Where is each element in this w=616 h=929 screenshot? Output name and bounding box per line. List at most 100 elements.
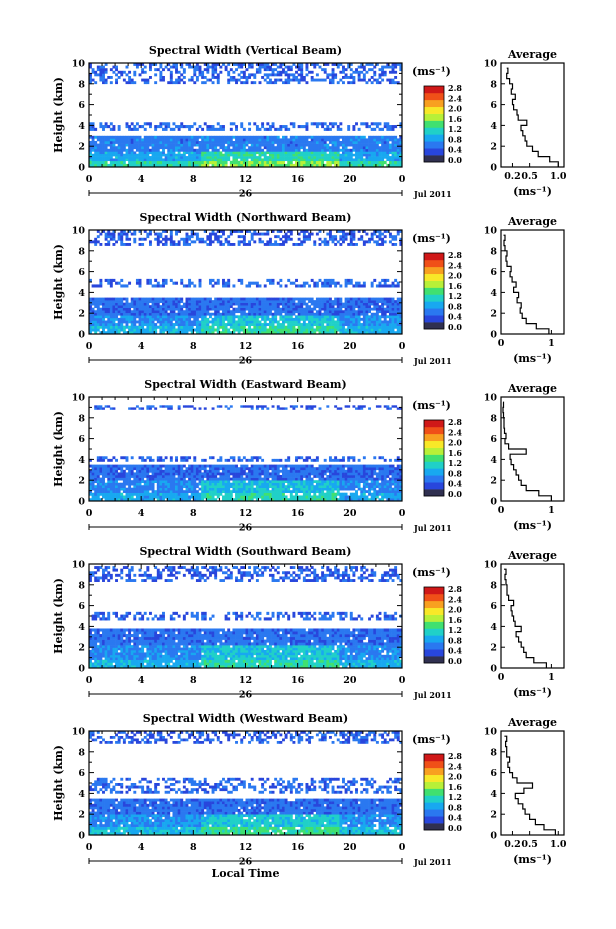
heatmap-cell <box>216 151 220 155</box>
heatmap-cell <box>104 482 108 486</box>
heatmap-cell <box>347 305 351 309</box>
heatmap-cell <box>279 310 283 314</box>
heatmap-cell <box>235 323 238 326</box>
heatmap-cell <box>109 232 113 236</box>
heatmap-cell <box>302 281 306 285</box>
heatmap-cell <box>388 323 392 326</box>
heatmap-cell <box>198 310 202 314</box>
heatmap-cell <box>381 138 385 142</box>
heatmap-cell <box>248 122 252 126</box>
heatmap-cell <box>263 320 267 324</box>
heatmap-cell <box>154 127 158 131</box>
heatmap-cell <box>255 163 259 168</box>
heatmap-cell <box>227 305 231 309</box>
heatmap-cell <box>198 146 202 150</box>
heatmap-cell <box>222 153 225 157</box>
heatmap-cell <box>383 302 387 306</box>
heatmap-cell <box>141 163 145 168</box>
heatmap-cell <box>206 151 210 155</box>
heatmap-cell <box>177 160 181 165</box>
colorbar-tick-label: 2.8 <box>448 250 462 260</box>
heatmap-cell <box>208 78 212 82</box>
heatmap-cell <box>321 160 325 165</box>
heatmap-cell <box>143 160 147 165</box>
heatmap-cell <box>268 81 272 85</box>
heatmap-cell <box>102 307 105 311</box>
heatmap-cell <box>164 146 168 150</box>
heatmap-cell <box>258 143 262 147</box>
heatmap-cell <box>292 158 296 162</box>
heatmap-cell <box>399 492 403 496</box>
heatmap-cell <box>268 320 272 324</box>
heatmap-cell <box>263 302 267 306</box>
heatmap-cell <box>240 163 244 168</box>
heatmap-cell <box>138 278 142 282</box>
heatmap-cell <box>159 122 163 126</box>
heatmap-cell <box>261 492 265 496</box>
heatmap-cell <box>328 163 332 168</box>
heatmap-cell <box>172 151 176 155</box>
heatmap-cell <box>276 300 280 303</box>
heatmap-cell <box>96 297 100 301</box>
heatmap-cell <box>328 138 332 142</box>
heatmap-cell <box>399 240 403 244</box>
heatmap-cell <box>349 68 353 72</box>
heatmap-cell <box>323 331 327 335</box>
heatmap-cell <box>240 492 244 496</box>
heatmap-cell <box>162 78 165 82</box>
heatmap-cell <box>112 278 116 282</box>
heatmap-cell <box>394 148 398 152</box>
heatmap-cell <box>355 143 358 147</box>
heatmap-cell <box>331 328 335 332</box>
heatmap-cell <box>94 490 98 493</box>
heatmap-cell <box>193 490 197 493</box>
heatmap-cell <box>334 325 338 329</box>
heatmap-cell <box>148 148 152 152</box>
heatmap-cell <box>310 143 314 147</box>
heatmap-cell <box>164 122 168 126</box>
heatmap-cell <box>274 310 278 314</box>
heatmap-cell <box>117 156 121 159</box>
heatmap-cell <box>347 135 351 139</box>
heatmap-cell <box>284 302 288 306</box>
heatmap-cell <box>355 315 358 319</box>
heatmap-cell <box>357 328 361 332</box>
heatmap-cell <box>237 135 241 139</box>
heatmap-cell <box>300 317 304 321</box>
heatmap-cell <box>156 320 160 324</box>
heatmap-cell <box>216 310 220 314</box>
heatmap-cell <box>310 232 314 236</box>
heatmap-cell <box>368 302 371 306</box>
heatmap-cell <box>339 498 343 502</box>
heatmap-cell <box>349 141 353 144</box>
heatmap-cell <box>282 148 285 152</box>
heatmap-cell <box>292 146 296 150</box>
heatmap-cell <box>135 278 139 282</box>
heatmap-cell <box>248 487 252 491</box>
heatmap-cell <box>305 492 309 496</box>
heatmap-cell <box>138 63 142 66</box>
heatmap-cell <box>255 302 259 306</box>
heatmap-cell <box>164 302 168 306</box>
heatmap-cell <box>182 312 186 316</box>
heatmap-cell <box>211 70 215 74</box>
heatmap-cell <box>287 325 291 329</box>
heatmap-cell <box>297 331 301 335</box>
heatmap-cell <box>323 135 327 139</box>
heatmap-cell <box>295 317 298 321</box>
heatmap-cell <box>381 323 385 326</box>
heatmap-cell <box>399 158 403 162</box>
heatmap-cell <box>138 498 142 502</box>
heatmap-cell <box>154 141 158 144</box>
heatmap-cell <box>394 485 398 488</box>
heatmap-cell <box>295 76 298 79</box>
heatmap-cell <box>263 158 267 162</box>
heatmap-cell <box>201 331 205 335</box>
heatmap-cell <box>381 492 385 496</box>
heatmap-cell <box>143 485 147 488</box>
heatmap-cell <box>94 153 98 157</box>
heatmap-cell <box>266 156 270 159</box>
heatmap-cell <box>222 297 225 301</box>
heatmap-cell <box>216 312 220 316</box>
heatmap-cell <box>394 305 398 309</box>
